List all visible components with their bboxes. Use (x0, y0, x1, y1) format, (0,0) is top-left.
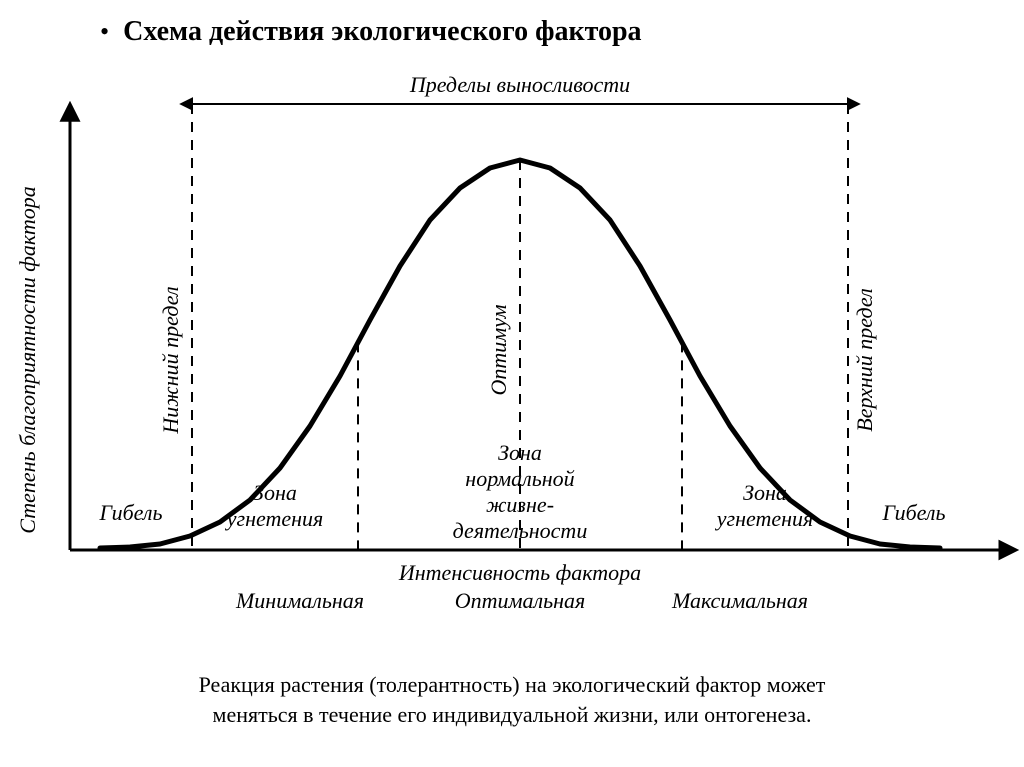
svg-text:Зона: Зона (743, 480, 787, 505)
page-title: Схема действия экологического фактора (123, 16, 641, 48)
svg-text:нормальной: нормальной (465, 466, 574, 491)
svg-text:Гибель: Гибель (99, 500, 163, 525)
svg-text:Максимальная: Максимальная (671, 588, 808, 613)
svg-text:Оптимальная: Оптимальная (455, 588, 586, 613)
tolerance-curve-diagram: Пределы выносливости Степень благоприятно… (0, 60, 1024, 650)
svg-text:угнетения: угнетения (225, 506, 324, 531)
caption-line-2: меняться в течение его индивидуальной жи… (213, 702, 812, 727)
svg-text:Зона: Зона (498, 440, 542, 465)
svg-text:Минимальная: Минимальная (235, 588, 364, 613)
svg-text:Пределы выносливости: Пределы выносливости (409, 72, 630, 97)
svg-text:Нижний предел: Нижний предел (158, 286, 183, 434)
svg-text:Верхний предел: Верхний предел (852, 288, 877, 431)
svg-text:Интенсивность фактора: Интенсивность фактора (398, 560, 641, 585)
svg-text:Степень благоприятности фактор: Степень благоприятности фактора (15, 186, 40, 533)
svg-text:деятельности: деятельности (453, 518, 588, 543)
svg-text:жизне-: жизне- (486, 492, 554, 517)
title-row: • Схема действия экологического фактора (100, 16, 642, 48)
svg-text:Гибель: Гибель (882, 500, 946, 525)
caption: Реакция растения (толерантность) на экол… (0, 670, 1024, 729)
svg-text:Зона: Зона (253, 480, 297, 505)
svg-text:угнетения: угнетения (715, 506, 814, 531)
svg-text:Оптимум: Оптимум (486, 304, 511, 395)
bullet-icon: • (100, 19, 109, 45)
caption-line-1: Реакция растения (толерантность) на экол… (199, 672, 826, 697)
